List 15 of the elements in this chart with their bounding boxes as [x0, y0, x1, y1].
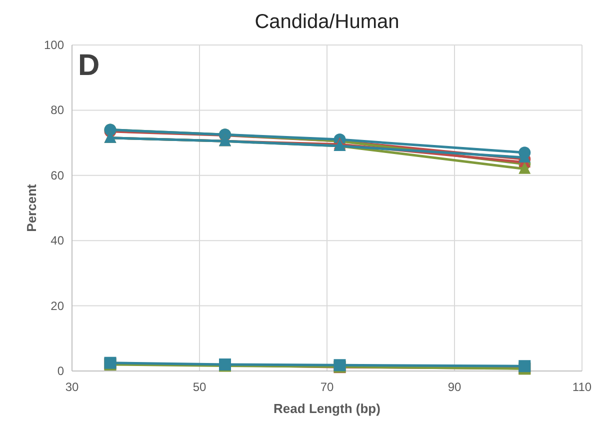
x-tick-label: 90	[448, 380, 462, 394]
y-tick-label: 100	[44, 38, 64, 52]
y-tick-label: 20	[50, 298, 64, 313]
y-tick-label: 80	[50, 103, 64, 118]
x-axis-title: Read Length (bp)	[274, 401, 380, 416]
x-tick-label: 30	[65, 380, 79, 394]
y-tick-label: 60	[50, 168, 64, 182]
x-tick-label: 50	[192, 380, 206, 394]
y-tick-label: 0	[57, 364, 64, 378]
x-tick-label: 70	[320, 380, 334, 394]
annotation: D	[78, 49, 100, 82]
x-tick-label: 110	[572, 380, 592, 394]
y-axis-title: Percent	[24, 183, 39, 232]
y-tick-label: 40	[50, 234, 64, 248]
chart-title: Candida/Human	[254, 11, 400, 33]
